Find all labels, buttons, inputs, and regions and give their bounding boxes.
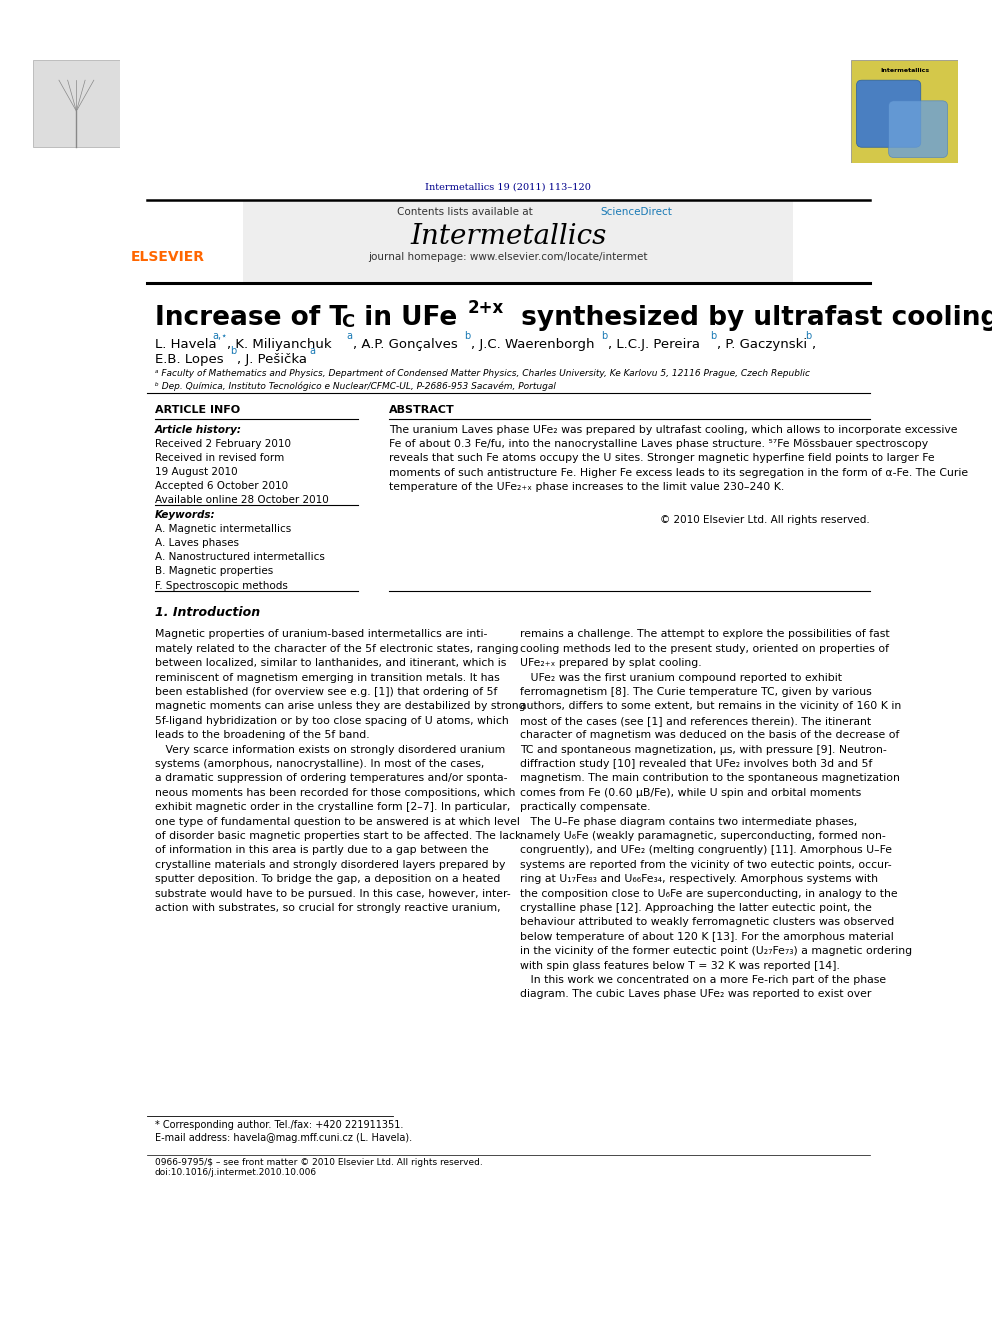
Text: synthesized by ultrafast cooling: synthesized by ultrafast cooling [512,306,992,332]
Text: in UFe: in UFe [355,306,457,332]
Text: ABSTRACT: ABSTRACT [389,405,455,415]
Text: Accepted 6 October 2010: Accepted 6 October 2010 [155,480,288,491]
Text: 0966-9795/$ – see front matter © 2010 Elsevier Ltd. All rights reserved.: 0966-9795/$ – see front matter © 2010 El… [155,1158,482,1167]
Text: Intermetallics: Intermetallics [880,67,930,73]
Text: , A.P. Gonçalves: , A.P. Gonçalves [353,339,458,351]
Text: A. Nanostructured intermetallics: A. Nanostructured intermetallics [155,553,324,562]
Text: a,⋆: a,⋆ [212,331,227,341]
Text: Increase of T: Increase of T [155,306,347,332]
Text: 1. Introduction: 1. Introduction [155,606,260,619]
Text: , L.C.J. Pereira: , L.C.J. Pereira [607,339,699,351]
Text: , K. Miliyanchuk: , K. Miliyanchuk [227,339,331,351]
FancyBboxPatch shape [856,81,921,147]
Text: Received in revised form: Received in revised form [155,452,284,463]
Text: doi:10.1016/j.intermet.2010.10.006: doi:10.1016/j.intermet.2010.10.006 [155,1168,316,1177]
Text: ᵇ Dep. Química, Instituto Tecnológico e Nuclear/CFMC-UL, P-2686-953 Sacavém, Por: ᵇ Dep. Química, Instituto Tecnológico e … [155,382,556,392]
Text: F. Spectroscopic methods: F. Spectroscopic methods [155,581,288,590]
Text: 2+x: 2+x [467,299,504,318]
Text: b: b [230,347,236,356]
Bar [243,200,793,283]
Text: Contents lists available at: Contents lists available at [397,206,536,217]
Text: b: b [601,331,607,341]
Text: E.B. Lopes: E.B. Lopes [155,353,223,366]
Text: The uranium Laves phase UFe₂ was prepared by ultrafast cooling, which allows to : The uranium Laves phase UFe₂ was prepare… [389,425,968,492]
Text: A. Magnetic intermetallics: A. Magnetic intermetallics [155,524,291,534]
Text: , J. Pešička: , J. Pešička [237,353,307,366]
Text: ARTICLE INFO: ARTICLE INFO [155,405,240,415]
Text: Magnetic properties of uranium-based intermetallics are inti-
mately related to : Magnetic properties of uranium-based int… [155,630,526,913]
Text: Intermetallics: Intermetallics [411,224,606,250]
Text: b: b [806,331,811,341]
Text: 19 August 2010: 19 August 2010 [155,467,237,476]
Text: C: C [341,312,355,331]
Text: Intermetallics 19 (2011) 113–120: Intermetallics 19 (2011) 113–120 [426,183,591,192]
FancyBboxPatch shape [889,101,947,157]
Text: remains a challenge. The attempt to explore the possibilities of fast
cooling me: remains a challenge. The attempt to expl… [520,630,912,999]
Text: Available online 28 October 2010: Available online 28 October 2010 [155,495,328,505]
Text: ,: , [811,339,815,351]
Text: Keywords:: Keywords: [155,511,215,520]
Text: Article history:: Article history: [155,425,242,435]
Text: ScienceDirect: ScienceDirect [600,206,672,217]
Text: © 2010 Elsevier Ltd. All rights reserved.: © 2010 Elsevier Ltd. All rights reserved… [660,515,870,525]
Text: * Corresponding author. Tel./fax: +420 221911351.: * Corresponding author. Tel./fax: +420 2… [155,1121,403,1130]
Text: B. Magnetic properties: B. Magnetic properties [155,566,273,577]
Text: L. Havela: L. Havela [155,339,216,351]
Text: , P. Gaczynski: , P. Gaczynski [717,339,806,351]
Text: journal homepage: www.elsevier.com/locate/intermet: journal homepage: www.elsevier.com/locat… [369,253,648,262]
Text: b: b [464,331,471,341]
Text: ELSEVIER: ELSEVIER [131,250,204,263]
Text: Received 2 February 2010: Received 2 February 2010 [155,439,291,448]
Text: a: a [346,331,352,341]
Text: b: b [710,331,716,341]
Text: , J.C. Waerenborgh: , J.C. Waerenborgh [471,339,595,351]
Text: E-mail address: havela@mag.mff.cuni.cz (L. Havela).: E-mail address: havela@mag.mff.cuni.cz (… [155,1132,412,1143]
Bar [33,60,120,147]
Text: A. Laves phases: A. Laves phases [155,538,239,548]
Text: a: a [310,347,315,356]
Text: ᵃ Faculty of Mathematics and Physics, Department of Condensed Matter Physics, Ch: ᵃ Faculty of Mathematics and Physics, De… [155,369,809,377]
